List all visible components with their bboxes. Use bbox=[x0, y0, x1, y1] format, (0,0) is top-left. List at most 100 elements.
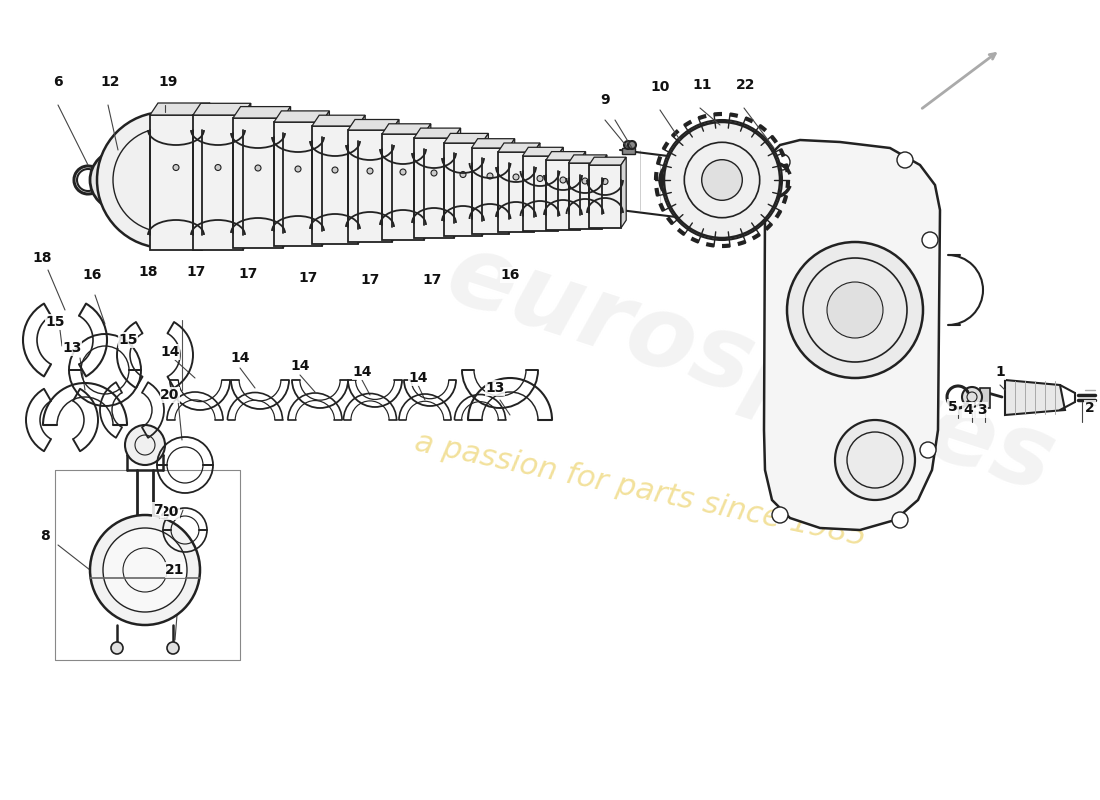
Circle shape bbox=[835, 420, 915, 500]
Circle shape bbox=[90, 515, 200, 625]
Circle shape bbox=[98, 158, 142, 202]
Polygon shape bbox=[382, 124, 431, 134]
Text: 18: 18 bbox=[32, 251, 52, 265]
Polygon shape bbox=[569, 155, 607, 163]
Circle shape bbox=[214, 165, 221, 170]
Polygon shape bbox=[150, 115, 202, 250]
Text: 15: 15 bbox=[119, 333, 138, 347]
Circle shape bbox=[537, 175, 543, 182]
Circle shape bbox=[367, 168, 373, 174]
Polygon shape bbox=[980, 388, 990, 408]
Text: 21: 21 bbox=[165, 563, 185, 577]
Text: 17: 17 bbox=[422, 273, 442, 287]
Polygon shape bbox=[602, 155, 607, 229]
Polygon shape bbox=[508, 138, 515, 234]
Circle shape bbox=[150, 165, 180, 195]
Polygon shape bbox=[414, 128, 461, 138]
Polygon shape bbox=[233, 106, 290, 118]
Polygon shape bbox=[382, 134, 424, 240]
Polygon shape bbox=[558, 147, 563, 231]
Text: eurospares: eurospares bbox=[434, 226, 1066, 514]
Circle shape bbox=[111, 642, 123, 654]
Circle shape bbox=[922, 232, 938, 248]
Text: 16: 16 bbox=[500, 268, 519, 282]
Text: 17: 17 bbox=[239, 267, 257, 281]
Circle shape bbox=[167, 642, 179, 654]
Circle shape bbox=[255, 165, 261, 171]
Text: 2: 2 bbox=[1085, 401, 1094, 415]
Polygon shape bbox=[454, 128, 461, 238]
Polygon shape bbox=[274, 111, 329, 122]
Text: 14: 14 bbox=[352, 365, 372, 379]
Text: 17: 17 bbox=[361, 273, 379, 287]
Polygon shape bbox=[192, 103, 251, 115]
Text: 4: 4 bbox=[964, 403, 972, 417]
Circle shape bbox=[772, 507, 788, 523]
Polygon shape bbox=[580, 152, 585, 230]
Text: 1: 1 bbox=[996, 365, 1005, 379]
Polygon shape bbox=[322, 111, 329, 246]
Text: 12: 12 bbox=[100, 75, 120, 89]
Circle shape bbox=[962, 387, 982, 407]
Text: 3: 3 bbox=[977, 403, 987, 417]
Circle shape bbox=[103, 528, 187, 612]
Polygon shape bbox=[348, 119, 399, 130]
Circle shape bbox=[702, 160, 743, 200]
Text: 16: 16 bbox=[82, 268, 101, 282]
Text: 7: 7 bbox=[153, 503, 163, 517]
Text: 20: 20 bbox=[161, 505, 179, 519]
Text: 17: 17 bbox=[298, 271, 318, 285]
Polygon shape bbox=[414, 138, 454, 238]
Text: 17: 17 bbox=[186, 265, 206, 279]
Circle shape bbox=[628, 141, 636, 149]
Circle shape bbox=[664, 122, 780, 238]
Polygon shape bbox=[482, 134, 488, 236]
Polygon shape bbox=[546, 160, 580, 230]
Polygon shape bbox=[150, 103, 210, 115]
Text: 20: 20 bbox=[161, 388, 179, 402]
Polygon shape bbox=[546, 152, 585, 160]
Polygon shape bbox=[348, 130, 392, 242]
Polygon shape bbox=[444, 134, 488, 143]
Circle shape bbox=[827, 282, 883, 338]
Circle shape bbox=[582, 178, 588, 184]
Polygon shape bbox=[274, 122, 322, 246]
Text: 19: 19 bbox=[158, 75, 178, 89]
Polygon shape bbox=[588, 165, 621, 228]
Polygon shape bbox=[472, 138, 515, 148]
Polygon shape bbox=[358, 115, 365, 244]
Circle shape bbox=[602, 178, 608, 185]
Text: 13: 13 bbox=[63, 341, 81, 355]
Polygon shape bbox=[233, 118, 283, 248]
Polygon shape bbox=[569, 163, 602, 229]
Text: 8: 8 bbox=[40, 529, 49, 543]
Text: 22: 22 bbox=[736, 78, 756, 92]
Polygon shape bbox=[498, 152, 534, 232]
Polygon shape bbox=[1005, 380, 1065, 415]
Text: 15: 15 bbox=[45, 315, 65, 329]
Polygon shape bbox=[424, 124, 431, 240]
Circle shape bbox=[624, 141, 632, 149]
Circle shape bbox=[90, 150, 150, 210]
Text: 9: 9 bbox=[601, 93, 609, 107]
Circle shape bbox=[513, 174, 519, 180]
Text: 14: 14 bbox=[290, 359, 310, 373]
Circle shape bbox=[920, 442, 936, 458]
Circle shape bbox=[786, 242, 923, 378]
Circle shape bbox=[487, 173, 493, 179]
Text: 13: 13 bbox=[485, 381, 505, 395]
Circle shape bbox=[774, 154, 790, 170]
Text: 6: 6 bbox=[53, 75, 63, 89]
Polygon shape bbox=[522, 147, 563, 156]
Polygon shape bbox=[472, 148, 508, 234]
Circle shape bbox=[896, 152, 913, 168]
Text: 14: 14 bbox=[230, 351, 250, 365]
Polygon shape bbox=[283, 106, 290, 248]
Polygon shape bbox=[192, 115, 243, 250]
Polygon shape bbox=[588, 157, 626, 165]
Circle shape bbox=[460, 171, 466, 178]
Polygon shape bbox=[392, 119, 399, 242]
Text: 14: 14 bbox=[161, 345, 179, 359]
Text: 5: 5 bbox=[948, 400, 958, 414]
Polygon shape bbox=[498, 143, 540, 152]
